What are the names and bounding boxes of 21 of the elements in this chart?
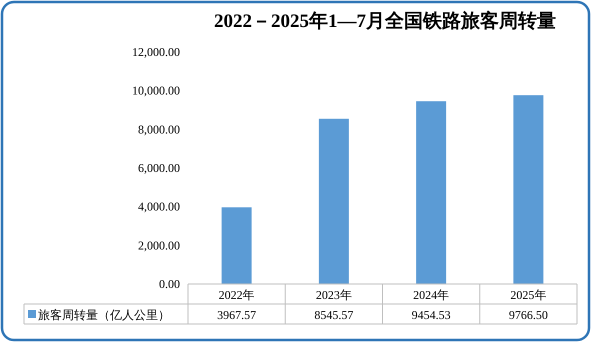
- y-tick-label: 2,000.00: [138, 238, 180, 252]
- x-tick-label: 2025年: [510, 288, 546, 302]
- y-tick-label: 4,000.00: [138, 200, 180, 214]
- bar: [318, 118, 349, 284]
- bar: [416, 101, 446, 284]
- chart-title: 2022－2025年1—7月全国铁路旅客周转量: [214, 10, 556, 32]
- y-tick-label: 0.00: [159, 277, 180, 291]
- data-label: 8545.57: [314, 308, 354, 322]
- y-tick-label: 10,000.00: [132, 84, 180, 98]
- y-tick-label: 6,000.00: [138, 161, 180, 175]
- x-tick-label: 2022年: [218, 288, 255, 302]
- bar: [222, 207, 252, 284]
- x-tick-label: 2023年: [316, 288, 352, 302]
- x-tick-label: 2024年: [413, 288, 450, 302]
- data-label: 9766.50: [508, 308, 548, 322]
- legend: 旅客周转量（亿人公里）: [28, 308, 170, 322]
- data-label: 3967.57: [217, 308, 256, 322]
- y-tick-label: 12,000.00: [132, 45, 180, 59]
- y-tick-label: 8,000.00: [138, 122, 180, 136]
- data-label: 9454.53: [412, 308, 451, 322]
- bar: [513, 95, 544, 284]
